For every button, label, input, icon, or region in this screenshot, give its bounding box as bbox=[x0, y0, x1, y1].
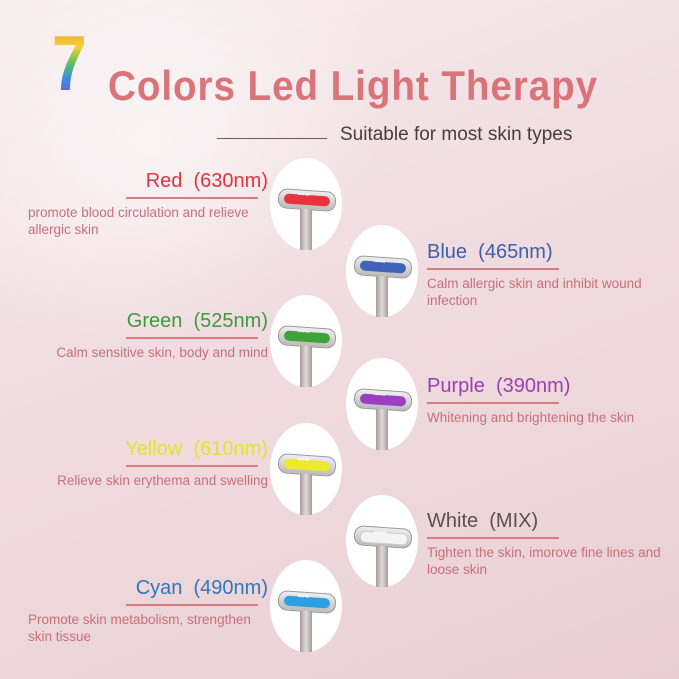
color-name: Green bbox=[126, 310, 183, 332]
color-title: Cyan (490nm) bbox=[28, 577, 268, 600]
color-name: Blue bbox=[427, 241, 468, 263]
color-description: promote blood circulation and relieve al… bbox=[28, 204, 249, 237]
device-white bbox=[346, 495, 418, 587]
device-blue bbox=[346, 225, 418, 317]
device-handle bbox=[376, 409, 388, 450]
color-item-purple: Purple (390nm) Whitening and brightening … bbox=[427, 375, 667, 426]
color-name: Cyan bbox=[135, 577, 183, 599]
color-title: Yellow (610nm) bbox=[28, 438, 268, 461]
color-name: Red bbox=[145, 170, 183, 192]
color-title: Purple (390nm) bbox=[427, 375, 667, 398]
color-item-blue: Blue (465nm) Calm allergic skin and inhib… bbox=[427, 241, 667, 309]
underline bbox=[126, 197, 258, 199]
device-yellow bbox=[270, 423, 342, 515]
led-light bbox=[283, 595, 331, 609]
wavelength: (390nm) bbox=[495, 375, 571, 397]
color-description: Whitening and brightening the skin bbox=[427, 409, 635, 425]
color-item-red: Red (630nm) promote blood circulation and… bbox=[28, 170, 268, 239]
color-item-yellow: Yellow (610nm) Relieve skin erythema and … bbox=[28, 438, 268, 490]
underline bbox=[427, 537, 559, 539]
device-red bbox=[270, 158, 342, 250]
underline bbox=[427, 268, 559, 270]
device-handle bbox=[376, 546, 388, 587]
wavelength: (465nm) bbox=[478, 241, 553, 263]
color-description: Calm sensitive skin, body and mind bbox=[56, 344, 268, 360]
color-description: Relieve skin erythema and swelling bbox=[57, 472, 268, 488]
underline bbox=[126, 337, 258, 339]
color-title: Red (630nm) bbox=[28, 170, 268, 193]
page-title: Colors Led Light Therapy bbox=[108, 62, 599, 109]
device-handle bbox=[300, 209, 312, 250]
led-light bbox=[283, 330, 331, 344]
subtitle: Suitable for most skin types bbox=[340, 124, 573, 145]
underline bbox=[126, 604, 258, 606]
led-light bbox=[359, 260, 407, 274]
color-item-white: White (MIX) Tighten the skin, imorove fin… bbox=[427, 510, 667, 578]
wavelength: (MIX) bbox=[489, 510, 539, 532]
underline bbox=[427, 402, 559, 404]
color-item-cyan: Cyan (490nm) Promote skin metabolism, str… bbox=[28, 577, 268, 646]
device-cyan bbox=[270, 560, 342, 652]
color-name: Purple bbox=[427, 375, 485, 397]
color-title: Blue (465nm) bbox=[427, 241, 667, 264]
divider bbox=[217, 138, 327, 139]
device-handle bbox=[300, 346, 312, 387]
device-handle bbox=[376, 276, 388, 317]
color-description: Calm allergic skin and inhibit wound inf… bbox=[427, 275, 642, 308]
wavelength: (630nm) bbox=[193, 170, 268, 192]
device-purple bbox=[346, 358, 418, 450]
color-name: Yellow bbox=[125, 438, 183, 460]
led-light bbox=[359, 530, 409, 546]
device-handle bbox=[300, 611, 312, 652]
color-title: White (MIX) bbox=[427, 510, 667, 533]
wavelength: (610nm) bbox=[193, 438, 268, 460]
led-light bbox=[359, 393, 407, 407]
color-name: White bbox=[427, 510, 479, 532]
color-description: Tighten the skin, imorove fine lines and… bbox=[427, 544, 661, 577]
wavelength: (490nm) bbox=[193, 577, 268, 599]
led-light bbox=[283, 458, 331, 472]
device-green bbox=[270, 295, 342, 387]
color-description: Promote skin metabolism, strengthen skin… bbox=[28, 611, 251, 644]
color-item-green: Green (525nm) Calm sensitive skin, body a… bbox=[28, 310, 268, 362]
color-title: Green (525nm) bbox=[28, 310, 268, 333]
number-seven: 7 bbox=[52, 19, 87, 107]
device-handle bbox=[300, 474, 312, 515]
led-light bbox=[283, 193, 331, 207]
wavelength: (525nm) bbox=[193, 310, 268, 332]
underline bbox=[126, 465, 258, 467]
